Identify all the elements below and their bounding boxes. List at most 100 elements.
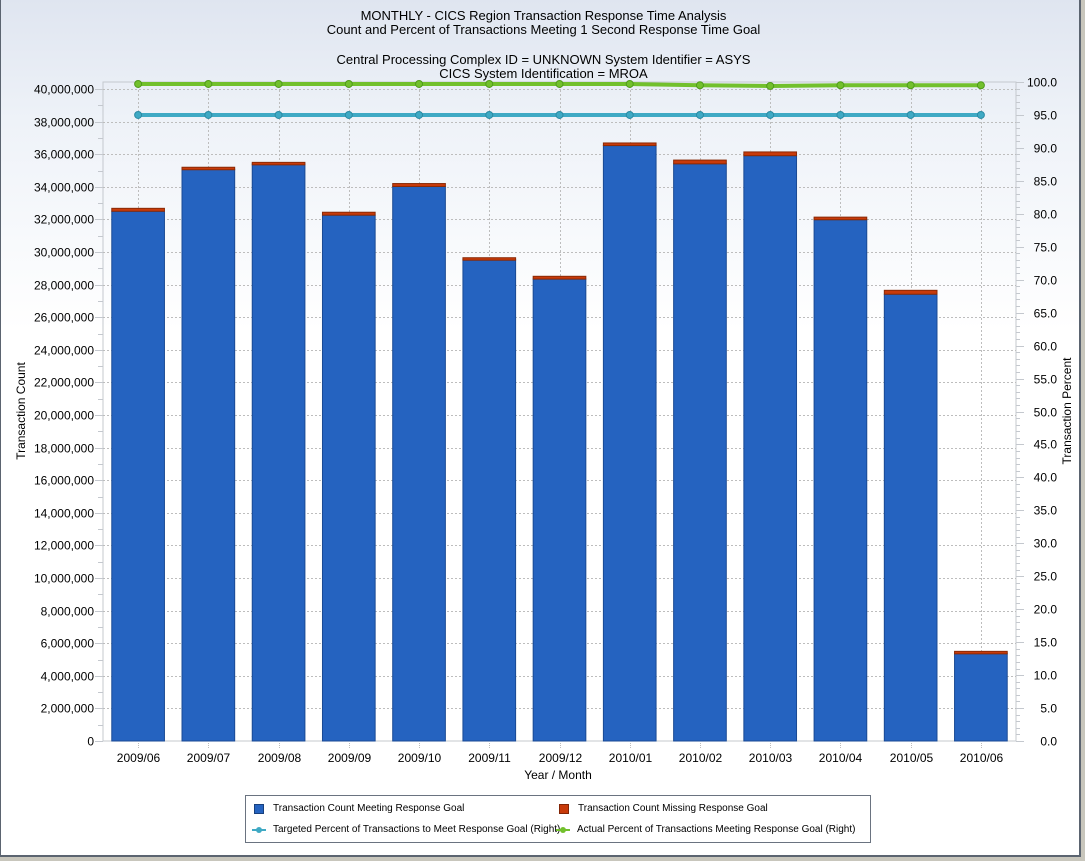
x-tick-label: 2009/09	[328, 751, 372, 765]
x-tick-label: 2010/01	[609, 751, 653, 765]
y2-tick-label: 10.0	[1034, 669, 1058, 683]
y-tick-label: 16,000,000	[34, 474, 94, 488]
y2-tick-label: 85.0	[1034, 175, 1058, 189]
point-actual-percent	[274, 79, 283, 88]
point-targeted-percent	[134, 110, 143, 119]
bar-meeting-goal	[462, 258, 517, 742]
point-actual-percent	[836, 81, 845, 90]
y-tick-label: 20,000,000	[34, 409, 94, 423]
bar-missing-goal	[743, 151, 798, 157]
point-targeted-percent	[485, 110, 494, 119]
x-tick-label: 2009/12	[539, 751, 583, 765]
y-tick-label: 26,000,000	[34, 311, 94, 325]
legend-swatch-missing-goal	[559, 803, 569, 814]
y-tick-label: 6,000,000	[41, 637, 95, 651]
y-tick-label: 14,000,000	[34, 507, 94, 521]
chart-title: MONTHLY - CICS Region Transaction Respon…	[360, 8, 727, 23]
bar-missing-goal	[673, 159, 727, 165]
point-actual-percent	[485, 79, 494, 88]
bar-missing-goal	[532, 275, 587, 280]
y-axis-title: Transaction Count	[14, 362, 28, 460]
x-tick-label: 2010/02	[679, 751, 723, 765]
legend-item-missing-goal: Transaction Count Missing Response Goal	[559, 803, 768, 814]
bar-missing-goal	[111, 207, 165, 212]
y-tick-label: 4,000,000	[41, 670, 95, 684]
y2-tick-label: 40.0	[1034, 471, 1058, 485]
x-tick-label: 2009/10	[398, 751, 442, 765]
point-targeted-percent	[906, 110, 915, 119]
point-actual-percent	[344, 79, 353, 88]
y-tick-label: 0	[87, 735, 94, 749]
bar-missing-goal	[251, 161, 306, 166]
y2-tick-label: 60.0	[1034, 340, 1058, 354]
bar-meeting-goal	[954, 652, 1008, 742]
point-actual-percent	[695, 81, 704, 90]
bar-missing-goal	[602, 142, 657, 147]
y2-axis-title: Transaction Percent	[1060, 357, 1074, 465]
legend: Transaction Count Meeting Response Goal …	[245, 795, 871, 843]
y2-tick-label: 25.0	[1034, 570, 1058, 584]
x-tick-label: 2010/03	[749, 751, 793, 765]
point-targeted-percent	[836, 110, 845, 119]
y2-tick-label: 55.0	[1034, 373, 1058, 387]
lines-layer	[134, 79, 985, 119]
y2-tick-label: 75.0	[1034, 241, 1058, 255]
y2-tick-label: 30.0	[1034, 537, 1058, 551]
bar-missing-goal	[181, 166, 236, 171]
y2-tick-label: 65.0	[1034, 307, 1058, 321]
chart-subtitle-line-1: Central Processing Complex ID = UNKNOWN …	[336, 52, 751, 67]
bar-meeting-goal	[251, 163, 306, 742]
bar-meeting-goal	[673, 163, 727, 742]
chart-subtitle: Count and Percent of Transactions Meetin…	[326, 22, 761, 37]
legend-swatch-meeting-goal	[254, 803, 264, 814]
y-tick-label: 38,000,000	[34, 116, 94, 130]
y2-tick-label: 45.0	[1034, 438, 1058, 452]
y-tick-label: 24,000,000	[34, 344, 94, 358]
legend-item-actual-percent: Actual Percent of Transactions Meeting R…	[556, 824, 855, 835]
y-tick-label: 30,000,000	[34, 246, 94, 260]
axes-layer: 0 2,000,000 4,000,000 6,000,000 8,000,000 10,…	[34, 76, 1057, 766]
y-tick-label: 34,000,000	[34, 181, 94, 195]
bar-meeting-goal	[743, 155, 798, 742]
point-targeted-percent	[625, 110, 634, 119]
legend-line-marker-targeted	[252, 825, 266, 835]
x-tick-label: 2010/06	[960, 751, 1004, 765]
bars-layer	[111, 142, 1008, 742]
bar-meeting-goal	[321, 214, 376, 742]
bar-missing-goal	[462, 257, 517, 261]
y-tick-label: 40,000,000	[34, 83, 94, 97]
y2-tick-label: 0.0	[1040, 735, 1057, 749]
point-actual-percent	[906, 81, 915, 90]
x-tick-label: 2009/08	[258, 751, 302, 765]
y2-tick-label: 100.0	[1027, 76, 1057, 90]
bar-meeting-goal	[392, 185, 446, 742]
y-tick-label: 28,000,000	[34, 279, 94, 293]
point-targeted-percent	[695, 110, 704, 119]
legend-label: Actual Percent of Transactions Meeting R…	[577, 824, 856, 835]
bar-missing-goal	[392, 183, 446, 187]
bar-meeting-goal	[181, 168, 236, 742]
point-targeted-percent	[766, 110, 775, 119]
legend-label: Transaction Count Meeting Response Goal	[273, 803, 465, 814]
point-targeted-percent	[415, 110, 424, 119]
y2-tick-label: 80.0	[1034, 208, 1058, 222]
y-tick-label: 18,000,000	[34, 442, 94, 456]
y-tick-label: 12,000,000	[34, 539, 94, 553]
y2-tick-label: 5.0	[1040, 702, 1057, 716]
legend-label: Transaction Count Missing Response Goal	[578, 803, 768, 814]
bar-missing-goal	[813, 216, 868, 221]
bar-meeting-goal	[532, 278, 587, 742]
x-tick-label: 2010/05	[890, 751, 934, 765]
y-tick-label: 32,000,000	[34, 213, 94, 227]
point-targeted-percent	[274, 110, 283, 119]
y2-tick-label: 95.0	[1034, 109, 1058, 123]
legend-item-targeted-percent: Targeted Percent of Transactions to Meet…	[252, 824, 560, 835]
y-tick-label: 2,000,000	[41, 702, 95, 716]
legend-line-marker-actual	[556, 825, 570, 835]
bar-missing-goal	[321, 211, 376, 216]
x-tick-label: 2009/11	[468, 751, 511, 765]
point-targeted-percent	[976, 110, 985, 119]
y2-tick-label: 35.0	[1034, 504, 1058, 518]
